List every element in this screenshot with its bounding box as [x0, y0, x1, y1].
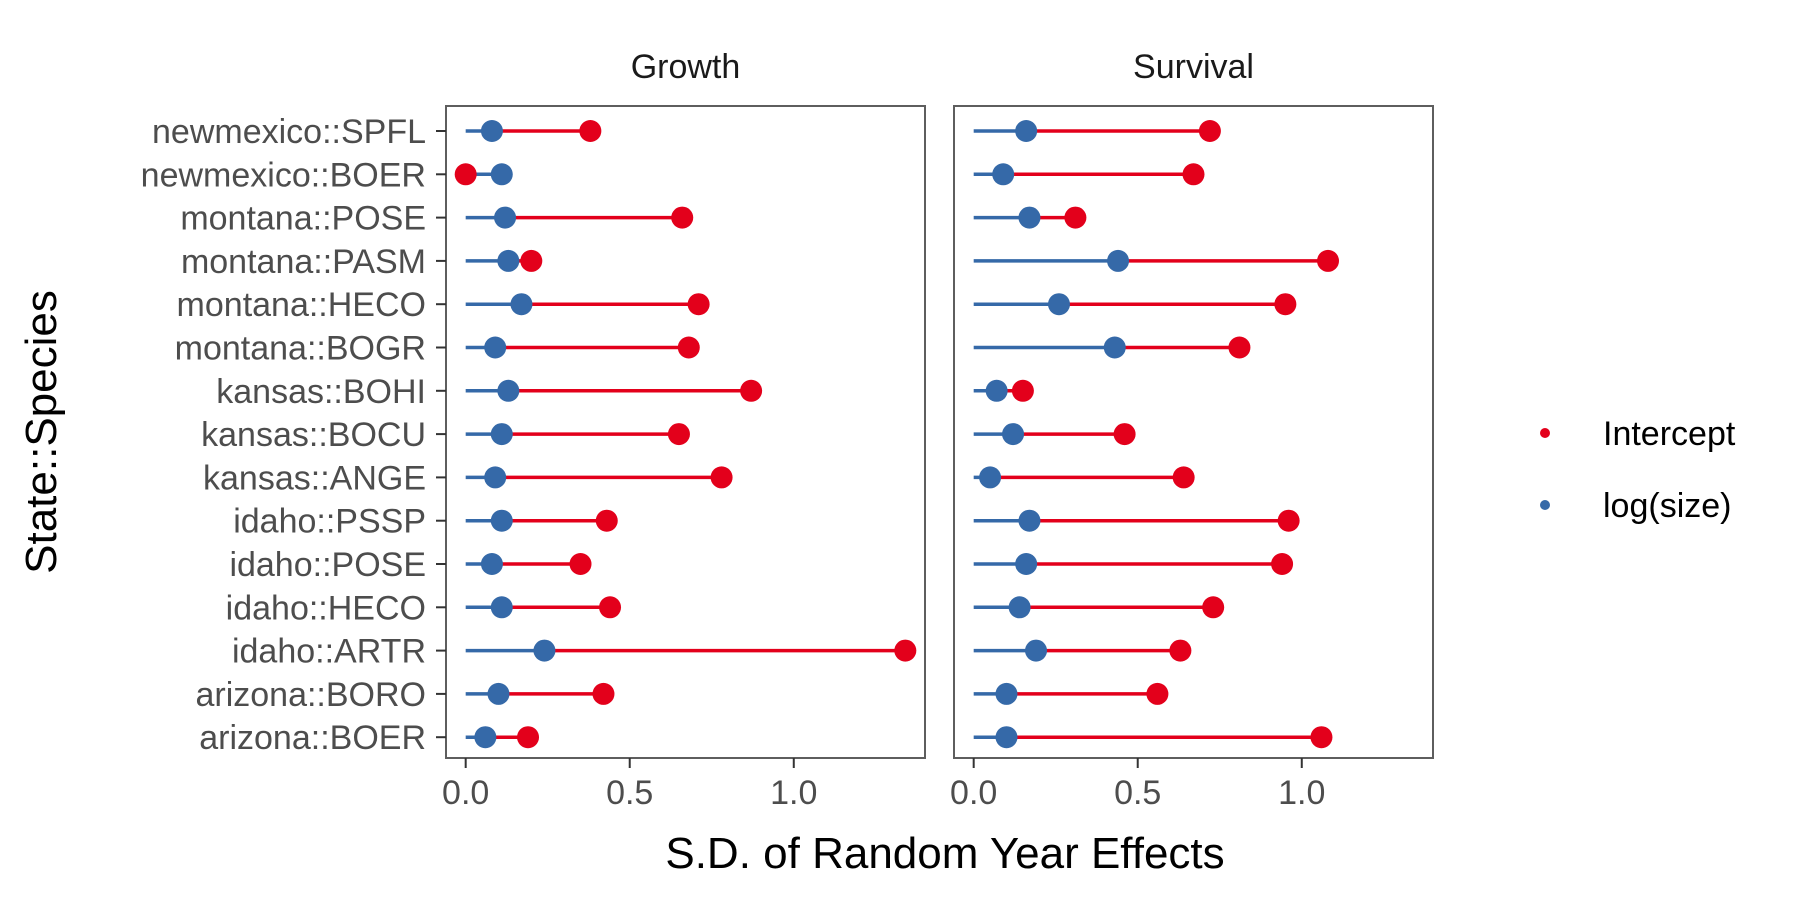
intercept-point	[710, 466, 733, 489]
intercept-point	[1228, 336, 1251, 359]
y-axis-group: newmexico::SPFLnewmexico::BOERmontana::P…	[141, 113, 446, 757]
logsize-point	[1015, 553, 1038, 575]
intercept-point	[1317, 249, 1340, 272]
y-tick-label: arizona::BORO	[195, 676, 426, 714]
legend-key-logsize	[1540, 500, 1550, 510]
intercept-point	[599, 596, 622, 619]
legend: Intercept log(size)	[1540, 415, 1736, 525]
logsize-point	[480, 120, 503, 142]
intercept-point	[1310, 726, 1333, 749]
logsize-point	[985, 379, 1008, 402]
x-tick-label: 0.5	[606, 774, 653, 812]
logsize-point	[490, 423, 513, 446]
panel-title: Survival	[1133, 48, 1254, 86]
logsize-point	[1008, 596, 1031, 619]
logsize-point	[992, 163, 1015, 186]
intercept-point	[579, 120, 602, 142]
panel-border	[953, 105, 1434, 759]
intercept-point	[667, 423, 690, 446]
intercept-point	[520, 249, 543, 272]
logsize-point	[490, 163, 513, 186]
logsize-point	[494, 206, 517, 229]
logsize-point	[1107, 249, 1130, 272]
y-tick-label: newmexico::SPFL	[152, 113, 426, 151]
y-axis-title: State::Species	[17, 290, 66, 574]
logsize-point	[1025, 639, 1048, 662]
intercept-point	[1274, 293, 1297, 316]
intercept-point	[1198, 120, 1221, 142]
y-tick-label: montana::BOGR	[175, 330, 426, 368]
panel-growth: Growth 0.0 0.5 1.0	[442, 48, 926, 812]
y-tick-label: arizona::BOER	[199, 719, 426, 757]
logsize-point	[1047, 293, 1070, 316]
intercept-point	[517, 726, 540, 749]
intercept-point	[595, 509, 618, 532]
logsize-point	[510, 293, 533, 316]
intercept-point	[1011, 379, 1034, 402]
logsize-point	[484, 336, 507, 359]
logsize-point	[497, 249, 520, 272]
x-tick-label: 1.0	[1278, 774, 1325, 812]
intercept-point	[1271, 553, 1294, 575]
x-axis-title: S.D. of Random Year Effects	[665, 829, 1224, 878]
logsize-point	[995, 726, 1018, 749]
intercept-point	[740, 379, 763, 402]
logsize-point	[979, 466, 1002, 489]
intercept-point	[569, 553, 592, 575]
logsize-point	[490, 509, 513, 532]
intercept-point	[677, 336, 700, 359]
logsize-point	[1015, 120, 1038, 142]
legend-key-intercept	[1540, 428, 1550, 438]
logsize-point	[1002, 423, 1025, 446]
intercept-point	[1169, 639, 1192, 662]
intercept-point	[1113, 423, 1136, 446]
logsize-point	[1018, 206, 1041, 229]
x-tick-label: 0.0	[950, 774, 997, 812]
logsize-point	[533, 639, 556, 662]
y-tick-label: kansas::BOCU	[201, 416, 426, 454]
intercept-point	[1202, 596, 1225, 619]
logsize-point	[1103, 336, 1126, 359]
intercept-point	[1172, 466, 1195, 489]
logsize-point	[484, 466, 507, 489]
x-tick-label: 1.0	[770, 774, 817, 812]
y-tick-label: idaho::HECO	[226, 589, 426, 627]
logsize-point	[1018, 509, 1041, 532]
intercept-point	[454, 163, 477, 186]
panels-group: Growth 0.0 0.5 1.0 Survival 0.0 0.5 1.0	[442, 48, 1434, 812]
logsize-point	[497, 379, 520, 402]
intercept-point	[1064, 206, 1087, 229]
legend-label: Intercept	[1603, 415, 1736, 453]
logsize-point	[490, 596, 513, 619]
intercept-point	[894, 639, 917, 662]
panel-border	[445, 105, 926, 759]
intercept-point	[687, 293, 710, 316]
intercept-point	[1182, 163, 1205, 186]
y-tick-label: kansas::BOHI	[216, 373, 426, 411]
panel-title: Growth	[631, 48, 741, 86]
logsize-point	[995, 682, 1018, 705]
y-tick-label: idaho::PSSP	[233, 503, 426, 541]
intercept-point	[671, 206, 694, 229]
y-tick-label: kansas::ANGE	[203, 459, 426, 497]
y-tick-label: idaho::POSE	[229, 546, 426, 584]
y-tick-label: montana::HECO	[177, 286, 426, 324]
y-tick-label: newmexico::BOER	[141, 156, 426, 194]
logsize-point	[480, 553, 503, 575]
intercept-point	[1146, 682, 1169, 705]
logsize-point	[487, 682, 510, 705]
x-tick-label: 0.0	[442, 774, 489, 812]
intercept-point	[1277, 509, 1300, 532]
y-tick-label: montana::POSE	[180, 200, 426, 238]
y-tick-label: montana::PASM	[181, 243, 426, 281]
logsize-point	[474, 726, 497, 749]
y-tick-label: idaho::ARTR	[232, 633, 426, 671]
intercept-point	[592, 682, 615, 705]
legend-label: log(size)	[1603, 487, 1731, 525]
panel-survival: Survival 0.0 0.5 1.0	[950, 48, 1434, 812]
x-tick-label: 0.5	[1114, 774, 1161, 812]
